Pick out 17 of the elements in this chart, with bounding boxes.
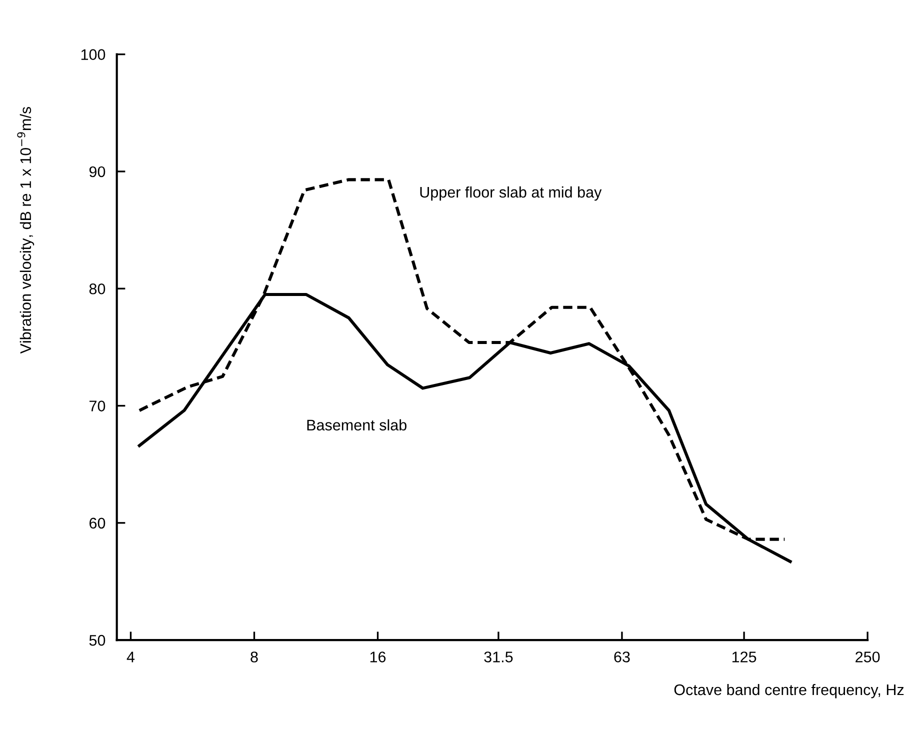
y-tick-label: 60 (90, 518, 106, 529)
y-tick-label: 90 (89, 166, 106, 178)
x-tick-label: 125 (732, 652, 756, 662)
y-tick-label: 80 (89, 283, 106, 294)
x-tick-label: 8 (250, 652, 258, 662)
y-tick-label: 70 (90, 400, 106, 412)
text: Basement slab (307, 419, 406, 431)
y-tick-label: 50 (89, 634, 106, 646)
x-axis-title: Octave band centre frequency, Hz (674, 684, 904, 698)
x-tick-label: 4 (126, 652, 135, 662)
y-axis-title: Vibration velocity, dB re 1 x 10$^{−9}$m/s (17, 106, 34, 354)
x-tick-label: 63 (614, 652, 630, 662)
x-tick-label: 250 (856, 652, 880, 662)
y-tick-label: 100 (81, 49, 106, 60)
x-tick-label: 31.5 (484, 652, 513, 662)
x-tick-label: 16 (370, 652, 386, 662)
series-label: Upper floor slab at mid bay (420, 186, 602, 201)
